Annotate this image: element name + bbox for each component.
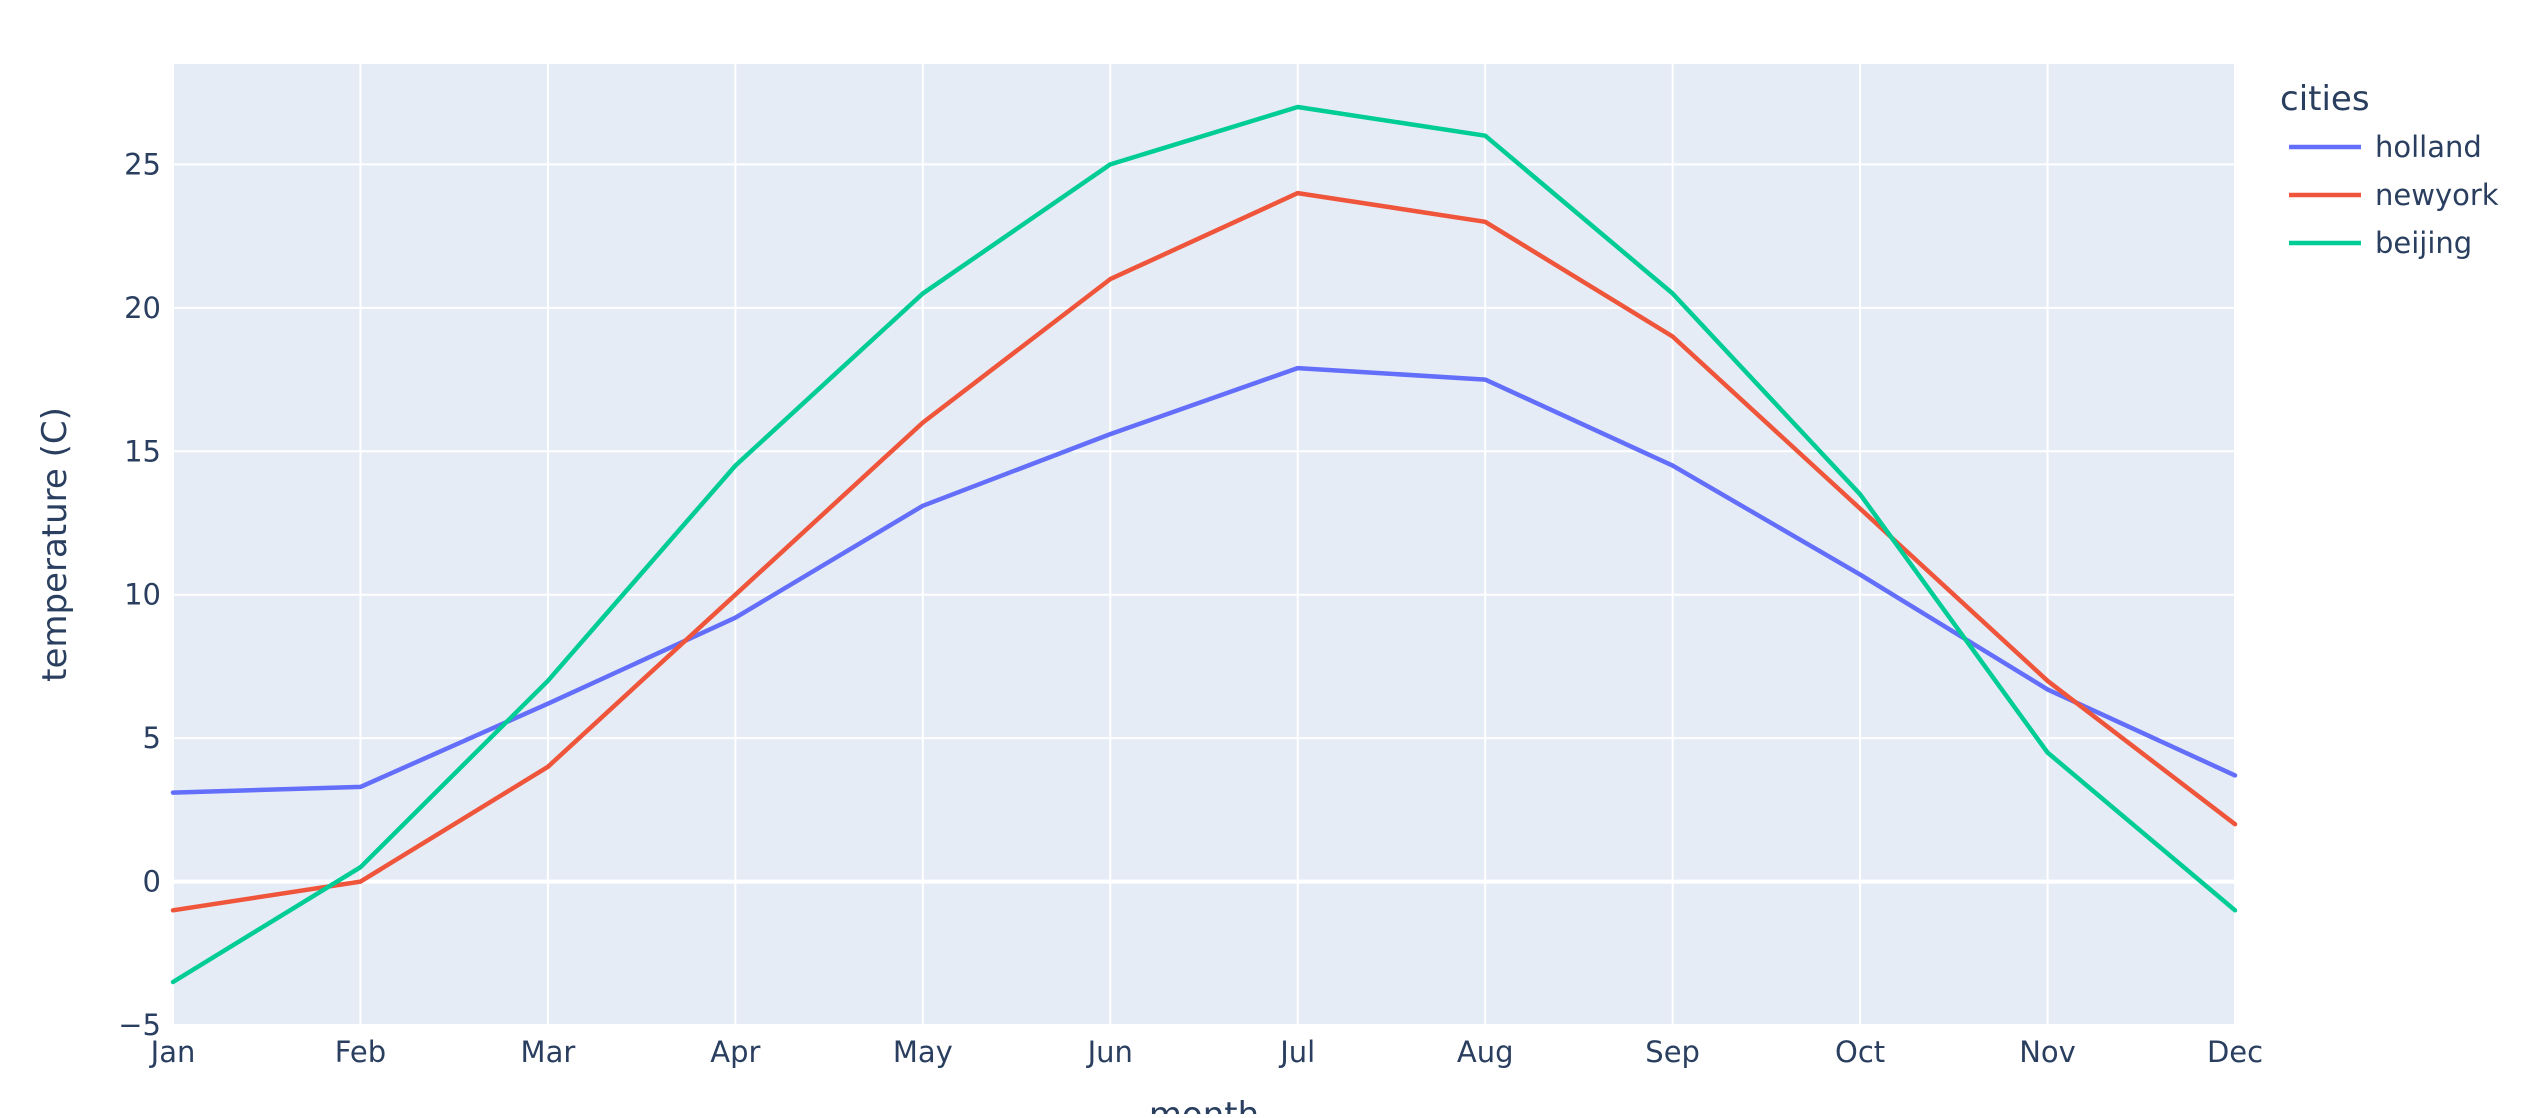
x-tick-label: Jul bbox=[1278, 1035, 1315, 1069]
y-tick-label: 15 bbox=[124, 434, 161, 468]
x-tick-label: Nov bbox=[2019, 1035, 2076, 1069]
series-line-beijing[interactable] bbox=[170, 104, 2238, 985]
y-axis-ticks: −5 0 5 10 15 20 25 bbox=[118, 147, 161, 1042]
legend-title: cities bbox=[2280, 79, 2370, 119]
gridlines bbox=[172, 64, 2236, 1026]
x-tick-label: Dec bbox=[2207, 1035, 2263, 1069]
x-tick-label: Oct bbox=[1835, 1035, 1885, 1069]
y-tick-label: 5 bbox=[143, 721, 161, 755]
y-tick-label: 10 bbox=[124, 578, 161, 612]
x-tick-label: Aug bbox=[1457, 1035, 1514, 1069]
x-axis-title: month bbox=[1149, 1095, 1259, 1114]
x-tick-label: Apr bbox=[710, 1035, 760, 1069]
legend-label: newyork bbox=[2375, 178, 2499, 212]
legend-items[interactable]: holland newyork beijing bbox=[2289, 130, 2499, 260]
x-tick-label: Sep bbox=[1645, 1035, 1700, 1069]
y-tick-label: −5 bbox=[118, 1008, 161, 1042]
series-line-holland[interactable] bbox=[170, 365, 2238, 795]
legend-item-beijing[interactable]: beijing bbox=[2289, 226, 2472, 260]
x-tick-label: Jun bbox=[1086, 1035, 1133, 1069]
y-tick-label: 20 bbox=[124, 291, 161, 325]
x-tick-label: Mar bbox=[521, 1035, 576, 1069]
y-tick-label: 0 bbox=[143, 865, 161, 899]
legend-item-holland[interactable]: holland bbox=[2289, 130, 2482, 164]
series-lines bbox=[170, 104, 2238, 985]
y-axis-title: temperature (C) bbox=[35, 407, 75, 682]
legend-item-newyork[interactable]: newyork bbox=[2289, 178, 2499, 212]
x-axis-ticks: Jan Feb Mar Apr May Jun Jul Aug Sep Oct Nov Dec bbox=[149, 1035, 2263, 1069]
y-tick-label: 25 bbox=[124, 147, 161, 181]
legend-label: holland bbox=[2375, 130, 2482, 164]
x-tick-label: May bbox=[893, 1035, 953, 1069]
x-tick-label: Jan bbox=[149, 1035, 196, 1069]
legend-label: beijing bbox=[2375, 226, 2472, 260]
plot-area bbox=[173, 64, 2235, 1025]
legend[interactable]: cities holland newyork beijing bbox=[2280, 79, 2499, 260]
x-tick-label: Feb bbox=[335, 1035, 386, 1069]
